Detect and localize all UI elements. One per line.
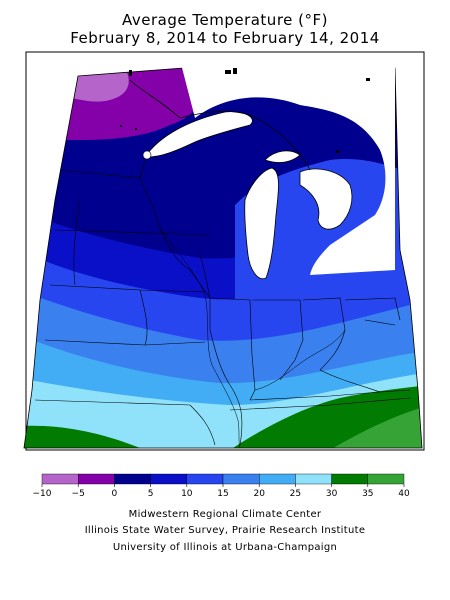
legend-tick-label: 15 bbox=[217, 489, 228, 499]
legend-swatch bbox=[186, 473, 224, 485]
legend-tick-label: 30 bbox=[326, 489, 338, 499]
legend-swatch bbox=[222, 473, 260, 485]
legend-tick-label: 5 bbox=[148, 489, 154, 499]
legend-swatch bbox=[259, 473, 296, 485]
lake-islands bbox=[120, 68, 370, 153]
legend-tick-labels: −10 −5 0 5 10 15 20 25 30 35 40 bbox=[33, 484, 410, 499]
legend-swatch bbox=[41, 473, 79, 485]
legend-tick-label: 10 bbox=[181, 489, 193, 499]
legend-color-bar bbox=[41, 473, 405, 485]
lake-michigan bbox=[244, 167, 279, 280]
legend-swatch bbox=[295, 473, 332, 485]
credit-uiuc: University of Illinois at Urbana-Champai… bbox=[112, 542, 338, 553]
legend-tick-label: 25 bbox=[290, 489, 301, 499]
legend-tick-label: 20 bbox=[253, 489, 265, 499]
legend-swatch bbox=[331, 473, 369, 485]
minnesota-border bbox=[129, 79, 181, 119]
legend-tick-label: 35 bbox=[362, 489, 373, 499]
lake-red bbox=[142, 150, 152, 160]
us-canada-border bbox=[179, 111, 311, 171]
legend-swatch bbox=[150, 473, 188, 485]
lake-huron bbox=[299, 168, 353, 230]
credit-mrcc: Midwestern Regional Climate Center bbox=[128, 509, 322, 520]
canada-region bbox=[180, 60, 395, 275]
legend-tick-label: −10 bbox=[33, 489, 52, 499]
legend-tick-label: −5 bbox=[72, 489, 85, 499]
band-30-35-west bbox=[24, 425, 140, 448]
band-35-to-40 bbox=[330, 405, 422, 448]
rivers bbox=[159, 227, 346, 449]
lake-superior bbox=[144, 111, 253, 158]
legend-tick-label: 40 bbox=[398, 489, 410, 499]
legend-swatch bbox=[367, 473, 405, 485]
legend-tick-label: 0 bbox=[112, 489, 118, 499]
credit-isws: Illinois State Water Survey, Prairie Res… bbox=[84, 525, 366, 536]
map-subtitle: February 8, 2014 to February 14, 2014 bbox=[70, 29, 380, 47]
legend-swatch bbox=[114, 473, 151, 485]
legend-swatch bbox=[77, 473, 115, 485]
map-title: Average Temperature (°F) bbox=[122, 11, 328, 29]
great-lakes bbox=[144, 111, 389, 280]
